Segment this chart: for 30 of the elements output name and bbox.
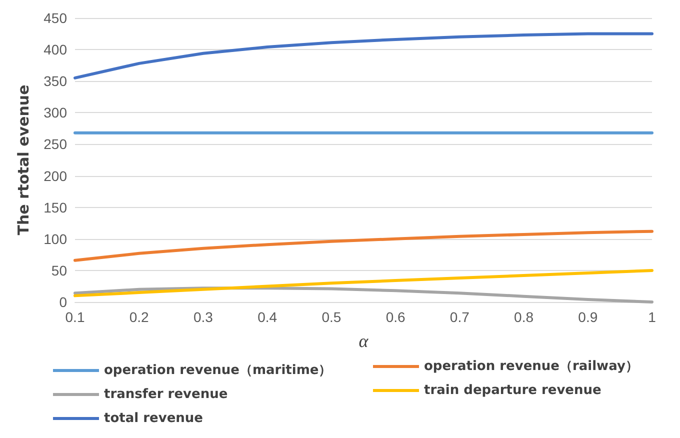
legend-label: operation revenue（railway） (424, 359, 638, 374)
y-axis-title: The rtotal evenue (14, 84, 32, 236)
x-tick-label: 0.9 (578, 309, 598, 325)
x-tick-label: 0.6 (386, 309, 406, 325)
y-tick-label: 50 (51, 262, 68, 278)
x-tick-label: 0.4 (258, 309, 278, 325)
line-series (74, 32, 654, 80)
line-series (74, 230, 654, 262)
legend-label: operation revenue（maritime） (104, 363, 332, 378)
legend-label: total revenue (104, 411, 204, 426)
y-tick-label: 450 (44, 10, 68, 26)
x-tick-label: 0.3 (193, 309, 214, 325)
x-tick-label: 0.8 (514, 309, 534, 325)
y-tick-label: 350 (44, 73, 68, 90)
legend-label: train departure revenue (424, 383, 602, 398)
legend-label: transfer revenue (104, 387, 228, 402)
x-tick-label: 0.7 (450, 309, 470, 325)
x-axis-title: α (358, 331, 369, 351)
y-tick-label: 300 (44, 104, 68, 121)
x-tick-label: 0.1 (65, 309, 85, 325)
x-tick-label: 0.5 (322, 309, 342, 325)
x-tick-label: 1 (648, 309, 656, 325)
y-tick-label: 200 (44, 168, 68, 184)
y-tick-label: 100 (44, 230, 68, 247)
y-tick-label: 400 (44, 42, 68, 58)
y-tick-label: 150 (44, 199, 68, 216)
line-series (74, 268, 654, 298)
y-tick-label: 250 (44, 136, 68, 152)
x-tick-label: 0.2 (129, 309, 150, 325)
y-tick-label: 0 (59, 294, 68, 310)
